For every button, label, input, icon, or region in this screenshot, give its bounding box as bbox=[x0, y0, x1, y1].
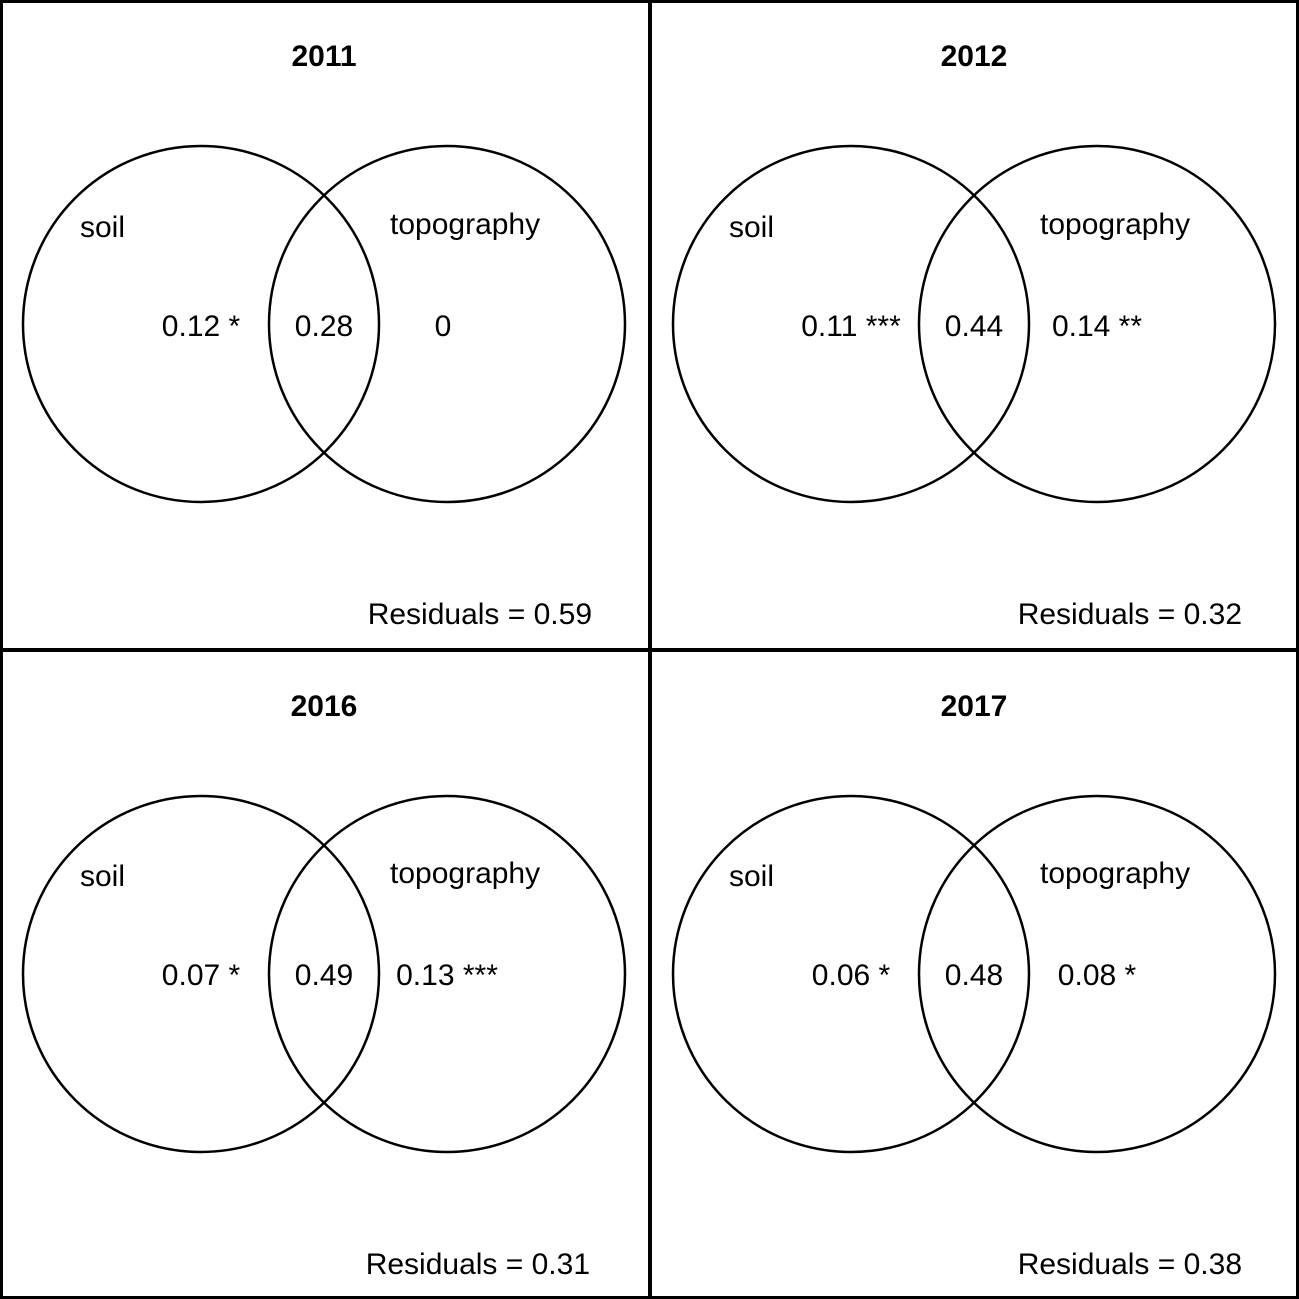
shared-value: 0.44 bbox=[945, 310, 1003, 343]
topography-circle bbox=[917, 794, 1277, 1154]
soil-unique-value: 0.11 *** bbox=[801, 310, 901, 343]
topography-circle bbox=[267, 144, 627, 504]
topography-circle bbox=[917, 144, 1277, 504]
soil-label: soil bbox=[729, 211, 774, 244]
residuals-label: Residuals = 0.38 bbox=[1018, 1248, 1242, 1281]
soil-unique-value: 0.07 * bbox=[162, 959, 241, 992]
panel-title: 2012 bbox=[941, 40, 1008, 73]
soil-circle bbox=[21, 794, 381, 1154]
panel-title: 2011 bbox=[291, 40, 356, 73]
topography-unique-value: 0.14 ** bbox=[1052, 310, 1142, 343]
topography-label: topography bbox=[1040, 208, 1190, 241]
topography-unique-value: 0 bbox=[435, 310, 452, 343]
residuals-label: Residuals = 0.32 bbox=[1018, 598, 1242, 631]
venn-panel-2011: 2011 soil topography 0.12 * 0.28 0 Resid… bbox=[0, 0, 651, 651]
soil-label: soil bbox=[80, 211, 125, 244]
venn-panel-2017: 2017 soil topography 0.06 * 0.48 0.08 * … bbox=[649, 649, 1299, 1299]
soil-label: soil bbox=[729, 860, 774, 893]
topography-label: topography bbox=[390, 857, 540, 890]
soil-circle bbox=[671, 144, 1031, 504]
topography-circle bbox=[267, 794, 627, 1154]
residuals-label: Residuals = 0.59 bbox=[368, 598, 592, 631]
soil-circle bbox=[671, 794, 1031, 1154]
topography-unique-value: 0.08 * bbox=[1058, 959, 1137, 992]
residuals-label: Residuals = 0.31 bbox=[366, 1248, 590, 1281]
soil-unique-value: 0.06 * bbox=[812, 959, 891, 992]
panel-title: 2017 bbox=[941, 690, 1008, 723]
topography-label: topography bbox=[1040, 857, 1190, 890]
shared-value: 0.48 bbox=[945, 959, 1003, 992]
topography-label: topography bbox=[390, 208, 540, 241]
topography-unique-value: 0.13 *** bbox=[396, 959, 498, 992]
shared-value: 0.28 bbox=[295, 310, 353, 343]
shared-value: 0.49 bbox=[295, 959, 353, 992]
soil-unique-value: 0.12 * bbox=[162, 310, 241, 343]
panel-frame bbox=[649, 649, 1299, 1299]
soil-label: soil bbox=[80, 860, 125, 893]
panel-title: 2016 bbox=[291, 690, 358, 723]
soil-circle bbox=[21, 144, 381, 504]
venn-panel-2012: 2012 soil topography 0.11 *** 0.44 0.14 … bbox=[649, 0, 1299, 651]
